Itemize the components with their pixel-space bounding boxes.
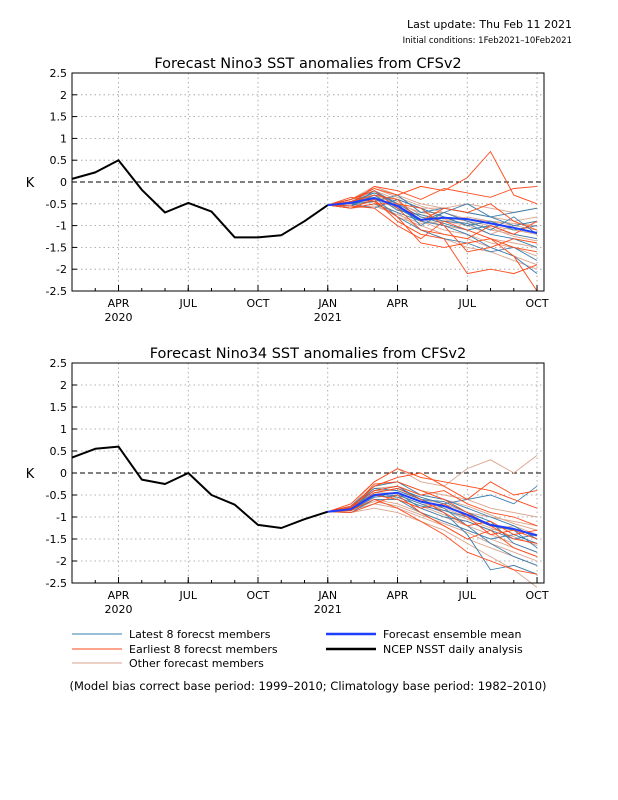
y-tick-label: 0 xyxy=(60,467,67,480)
earliest-member-line xyxy=(327,494,538,558)
earliest-member-line xyxy=(327,196,538,292)
legend-label: Latest 8 forecst members xyxy=(129,628,271,641)
analysis-line xyxy=(71,159,329,239)
x-tick-label: APR xyxy=(108,297,130,310)
x-tick-label: OCT xyxy=(246,297,269,310)
x-tick-label: OCT xyxy=(246,589,269,602)
x-year-label: 2020 xyxy=(105,603,133,616)
y-axis-label: K xyxy=(26,467,35,482)
chart-title: Forecast Nino3 SST anomalies from CFSv2 xyxy=(154,56,461,72)
other-member-line xyxy=(327,507,538,588)
ensemble-mean-line xyxy=(327,491,538,537)
y-tick-label: 2.5 xyxy=(50,67,68,80)
latest-member-line xyxy=(327,498,538,544)
y-tick-label: -1.5 xyxy=(46,241,67,254)
y-tick-label: -1.5 xyxy=(46,533,67,546)
ensemble-mean-line xyxy=(327,197,538,234)
earliest-member-line xyxy=(327,485,538,527)
x-tick-label: JUL xyxy=(179,589,198,602)
y-tick-label: 1 xyxy=(60,423,67,436)
earliest-member-line xyxy=(327,194,538,231)
y-tick-label: -0.5 xyxy=(46,489,67,502)
nino3-chart: Forecast Nino3 SST anomalies from CFSv2 … xyxy=(26,56,549,324)
y-tick-label: -0.5 xyxy=(46,198,67,211)
x-tick-label: APR xyxy=(387,297,409,310)
x-year-label: 2021 xyxy=(314,603,342,616)
x-tick-label: APR xyxy=(387,589,409,602)
y-tick-label: -1 xyxy=(56,511,67,524)
nino34-chart: Forecast Nino34 SST anomalies from CFSv2… xyxy=(26,346,549,616)
y-tick-label: 1 xyxy=(60,132,67,145)
y-tick-label: 1.5 xyxy=(50,401,68,414)
y-tick-label: 2.5 xyxy=(50,357,68,370)
y-tick-label: -2 xyxy=(56,263,67,276)
legend: Latest 8 forecst members Earliest 8 forec… xyxy=(72,628,523,670)
y-tick-label: -2.5 xyxy=(46,577,67,590)
legend-label: Other forecast members xyxy=(129,657,264,670)
earliest-member-line xyxy=(327,203,538,253)
y-tick-label: 0 xyxy=(60,176,67,189)
y-tick-label: -1 xyxy=(56,220,67,233)
y-tick-label: -2.5 xyxy=(46,285,67,298)
x-tick-label: JAN xyxy=(317,589,337,602)
initial-conditions-text: Initial conditions: 1Feb2021–10Feb2021 xyxy=(402,36,572,46)
x-year-label: 2020 xyxy=(105,311,133,324)
y-tick-label: 2 xyxy=(60,379,67,392)
earliest-member-line xyxy=(327,498,538,575)
x-year-label: 2021 xyxy=(314,311,342,324)
analysis-line xyxy=(71,445,329,529)
x-tick-label: OCT xyxy=(525,589,548,602)
y-tick-label: -2 xyxy=(56,555,67,568)
y-axis-label: K xyxy=(26,176,35,191)
earliest-member-line xyxy=(327,190,538,240)
legend-label: Forecast ensemble mean xyxy=(383,628,522,641)
y-tick-label: 1.5 xyxy=(50,111,68,124)
footnote: (Model bias correct base period: 1999–20… xyxy=(69,679,546,693)
other-member-line xyxy=(327,201,538,270)
x-tick-label: JUL xyxy=(458,297,477,310)
other-member-line xyxy=(327,455,538,513)
other-member-line xyxy=(327,503,538,566)
y-tick-label: 0.5 xyxy=(50,445,68,458)
x-tick-label: OCT xyxy=(525,297,548,310)
y-tick-label: 2 xyxy=(60,89,67,102)
other-member-line xyxy=(327,190,538,222)
last-update-text: Last update: Thu Feb 11 2021 xyxy=(407,18,572,31)
legend-label: Earliest 8 forecst members xyxy=(129,643,278,656)
x-tick-label: JUL xyxy=(458,589,477,602)
x-tick-label: JUL xyxy=(179,297,198,310)
x-tick-label: JAN xyxy=(317,297,337,310)
x-tick-label: APR xyxy=(108,589,130,602)
earliest-member-line xyxy=(327,198,538,275)
earliest-member-line xyxy=(327,150,538,206)
latest-member-line xyxy=(327,194,538,227)
other-member-line xyxy=(327,185,538,213)
y-tick-label: 0.5 xyxy=(50,154,68,167)
chart-title: Forecast Nino34 SST anomalies from CFSv2 xyxy=(150,346,467,362)
legend-label: NCEP NSST daily analysis xyxy=(383,643,523,656)
